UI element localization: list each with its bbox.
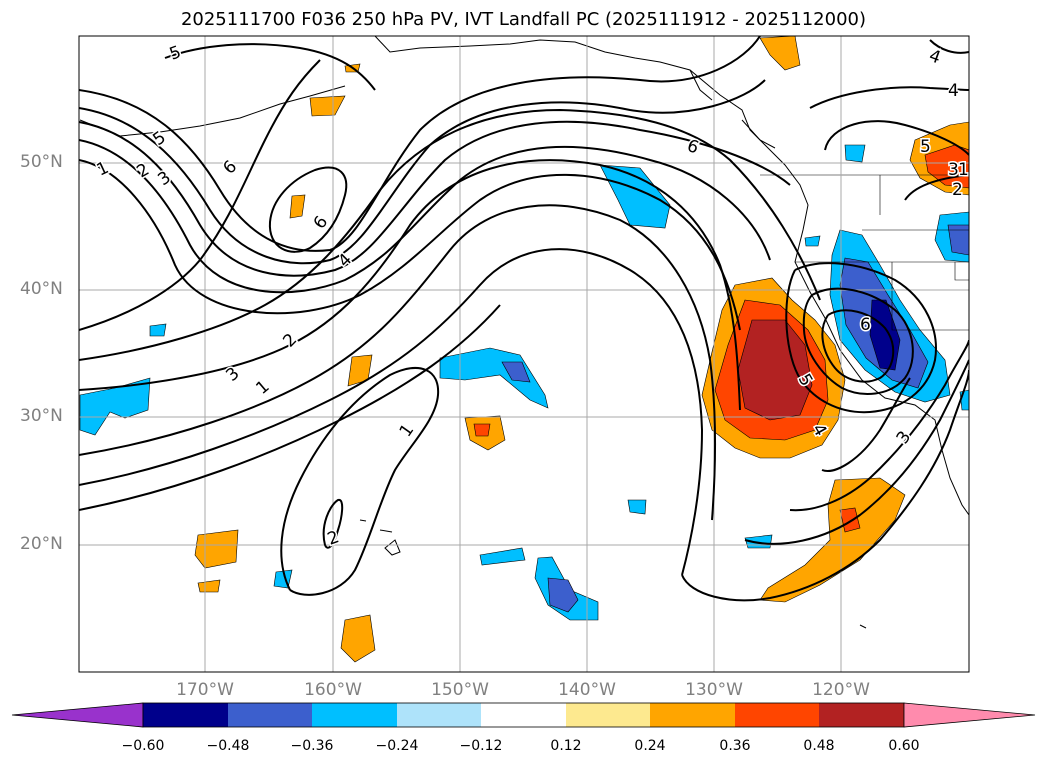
latitude-label: 20°N [20,534,63,554]
ivt-negative-region [479,547,526,566]
colorbar-tick-label: 0.24 [634,738,666,754]
pv-contour [164,43,376,91]
pv-contour [79,108,821,361]
map-frame [78,35,970,673]
colorbar-segment [228,703,312,727]
ivt-negative-region [547,577,579,613]
gridlines [79,36,969,672]
pv-contour-label: 4 [948,81,959,101]
pv-contours [79,36,969,602]
colorbar-tick-label: 0.36 [719,738,751,754]
pv-contour [809,86,969,109]
pv-contour [79,204,717,521]
colorbar-segment [566,703,650,727]
ivt-negative-region [627,499,647,515]
longitude-label: 120°W [812,680,870,700]
longitude-label: 140°W [558,680,616,700]
ivt-negative-region [501,361,531,383]
pv-contour [79,159,741,411]
latitude-label: 50°N [20,152,63,172]
pv-contour [904,174,969,201]
colorbar-segment [735,703,819,727]
colorbar-tick-label: −0.12 [459,738,503,754]
pv-contour [280,366,440,596]
colorbar-tick-label: 0.12 [550,738,582,754]
ivt-positive-region [289,194,306,219]
pv-contour [821,309,895,383]
colorbar-segment [819,703,904,727]
pv-contour [79,79,766,265]
colorbar-tick-label: −0.36 [290,738,334,754]
coastlines [79,36,969,629]
political-borders [760,174,969,331]
colorbar-segment [397,703,481,727]
pv-contour [79,139,771,294]
pv-contour [744,359,969,545]
latitude-label: 40°N [20,279,63,299]
pv-contour [929,39,969,54]
colorbar-tick-label: −0.48 [206,738,250,754]
longitude-label: 150°W [431,680,489,700]
pv-contour [821,377,911,472]
pv-contour [268,166,348,253]
ivt-positive-region [473,423,491,437]
pv-contour-label: 6 [860,315,871,335]
ivt-negative-region [599,164,671,229]
colorbar-tick-label: 0.60 [888,738,920,754]
pv-contour-label: 1 [958,160,969,180]
colorbar-segment [481,703,566,727]
longitude-label: 160°W [304,680,362,700]
pv-contour [79,248,704,576]
ivt-negative-region [79,377,151,436]
pv-contour [79,159,741,331]
ivt-positive-region [197,579,221,593]
colorbar-extend-low [11,702,144,728]
pv-contour [789,339,969,512]
colorbar-tick-label: 0.48 [803,738,835,754]
ivt-negative-region [844,144,866,163]
pv-contour-label: 3 [948,160,959,180]
ivt-negative-region [947,224,969,256]
pv-contour [785,262,937,414]
pv-contour-label: 2 [952,180,963,200]
colorbar [11,702,1036,728]
pv-contour [322,498,344,549]
pv-contour [802,287,914,395]
latitude-label: 30°N [20,406,63,426]
ivt-positive-region [737,319,813,421]
colorbar-tick-label: −0.24 [375,738,419,754]
longitude-label: 130°W [685,680,743,700]
map-title: 2025111700 F036 250 hPa PV, IVT Landfall… [180,9,867,30]
colorbar-segment [143,703,228,727]
ivt-negative-region [149,323,167,337]
pv-contour-label: 5 [920,137,931,157]
pv-contour [681,369,969,602]
longitude-label: 170°W [176,680,234,700]
pv-contour [79,59,321,331]
colorbar-segment [650,703,735,727]
ivt-positive-region [340,614,376,663]
colorbar-tick-label: −0.60 [121,738,165,754]
ivt-negative-region [804,235,821,247]
colorbar-segment [312,703,397,727]
colorbar-extend-high [903,702,1036,728]
ivt-positive-region [194,529,239,569]
pv-contour [79,120,791,277]
pv-contour [824,120,969,156]
